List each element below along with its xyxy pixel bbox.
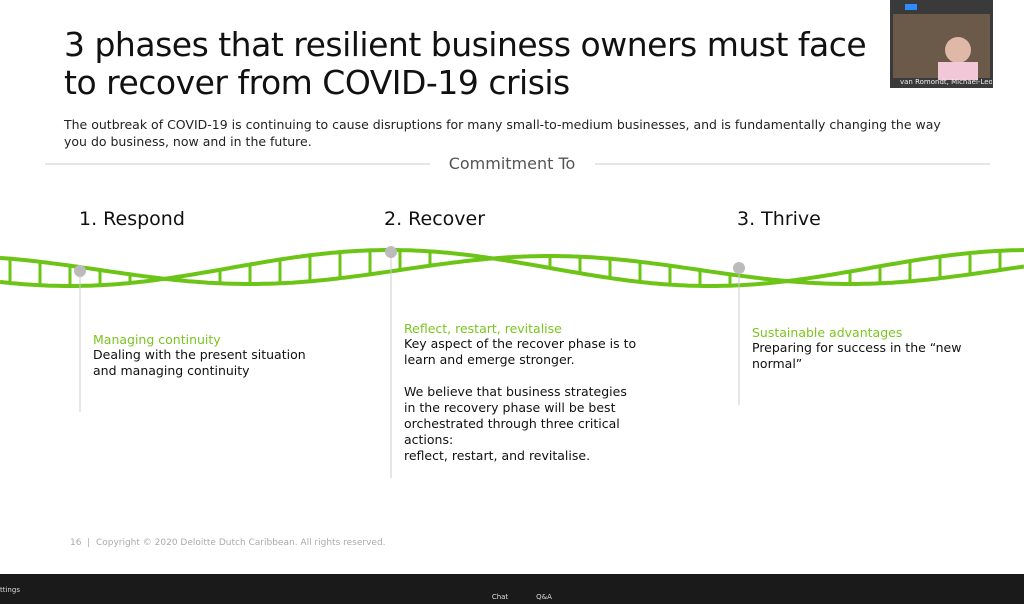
slide-title: 3 phases that resilient business owners … <box>64 25 867 102</box>
phase-heading: Sustainable advantages <box>752 325 903 340</box>
phase-title: 1. Respond <box>79 208 185 230</box>
phase-body: reflect, restart, and revitalise. <box>404 448 591 463</box>
phase-heading: Managing continuity <box>93 332 221 347</box>
copyright: Copyright © 2020 Deloitte Dutch Caribbea… <box>95 538 386 548</box>
video-icon <box>905 4 917 10</box>
divider-label: Commitment To <box>448 154 576 173</box>
phase-text: Sustainable advantages Preparing for suc… <box>752 325 972 372</box>
phase-body: We believe that business strategies in t… <box>404 384 627 447</box>
phase-heading: Reflect, restart, revitalise <box>404 321 562 336</box>
phase-dot <box>74 265 86 277</box>
helix <box>0 248 1024 288</box>
phase-body: Key aspect of the recover phase is to le… <box>404 336 637 367</box>
qa-button[interactable]: Q&A <box>536 593 552 601</box>
person <box>945 37 971 63</box>
phase-dot <box>733 262 745 274</box>
phase-dot <box>385 246 397 258</box>
phase-title: 3. Thrive <box>737 208 821 230</box>
person <box>938 62 978 80</box>
phase-text: Managing continuity Dealing with the pre… <box>93 332 313 379</box>
slide-subtitle: The outbreak of COVID-19 is continuing t… <box>64 117 941 149</box>
phase-text: Reflect, restart, revitalise Key aspect … <box>404 321 642 464</box>
settings-button[interactable]: ttings <box>0 586 20 594</box>
page-number: 16 <box>70 538 82 548</box>
participant-name: van Romondt, Michael-Leo <box>900 78 992 86</box>
toolbar: ttings Chat Q&A <box>0 574 1024 604</box>
phase-body: Dealing with the present situation and m… <box>93 347 306 378</box>
chat-button[interactable]: Chat <box>491 593 509 601</box>
phase-title: 2. Recover <box>384 208 486 230</box>
helix-part <box>0 254 1024 286</box>
phase-body: Preparing for success in the “new normal… <box>752 340 962 371</box>
footer: 16 | Copyright © 2020 Deloitte Dutch Car… <box>70 538 386 548</box>
